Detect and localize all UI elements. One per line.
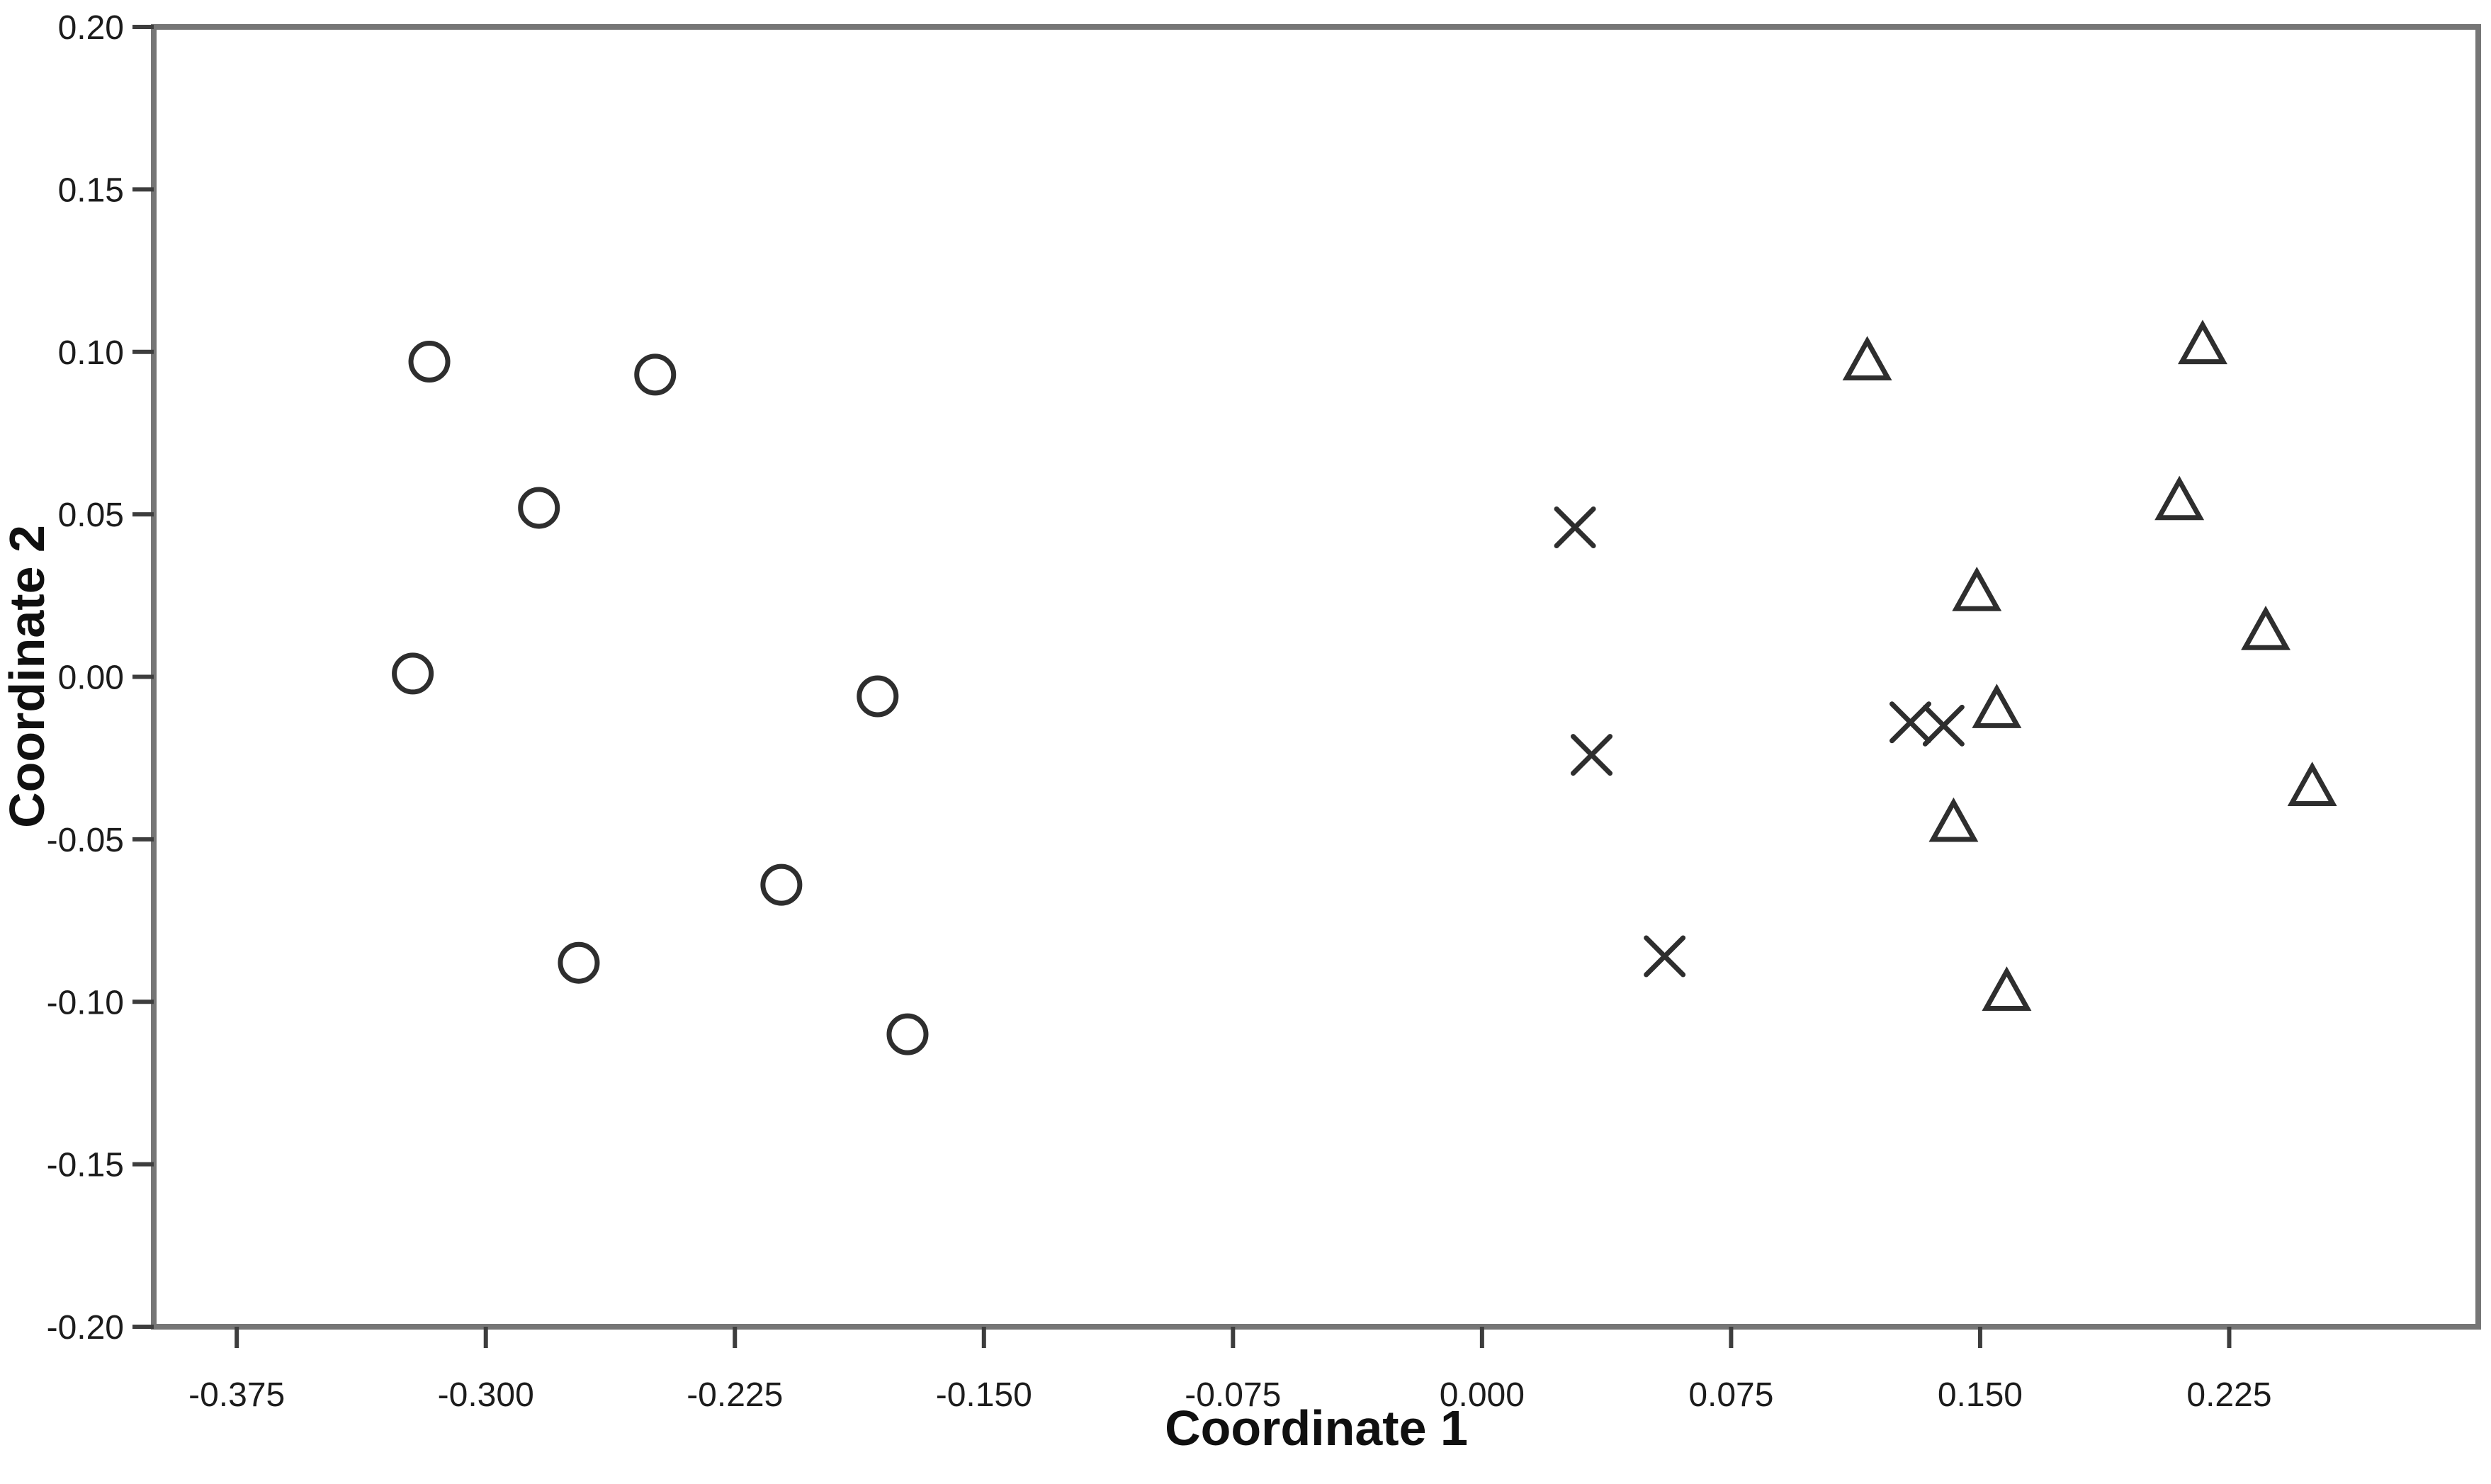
plot-area-frame bbox=[151, 24, 2481, 1330]
x-axis-title: Coordinate 1 bbox=[1165, 1400, 1468, 1456]
data-point-circle bbox=[760, 863, 803, 906]
data-point-x bbox=[1890, 701, 1931, 744]
data-point-circle bbox=[558, 941, 600, 984]
x-tick-label: -0.300 bbox=[438, 1376, 534, 1414]
data-point-triangle bbox=[2154, 475, 2205, 521]
x-tick-label: 0.000 bbox=[1440, 1376, 1525, 1414]
x-axis: -0.375 -0.300 -0.225 -0.150 -0.075 0.000 0.075… bbox=[188, 1327, 2272, 1414]
data-point-x bbox=[1922, 704, 1965, 747]
data-point-triangle bbox=[2178, 319, 2227, 365]
data-point-triangle bbox=[2287, 761, 2337, 806]
data-point-triangle bbox=[1928, 797, 1979, 842]
y-axis-title: Coordinate 2 bbox=[0, 525, 55, 828]
data-point-x bbox=[1644, 935, 1686, 978]
data-point-x bbox=[1554, 506, 1596, 548]
x-tick-label: -0.075 bbox=[1185, 1376, 1281, 1414]
y-tick-label: 0.00 bbox=[58, 659, 124, 697]
x-tick-label: -0.150 bbox=[936, 1376, 1032, 1414]
x-tick-label: 0.150 bbox=[1938, 1376, 2023, 1414]
y-tick-label: 0.05 bbox=[58, 497, 124, 534]
y-tick-label: -0.20 bbox=[47, 1309, 124, 1347]
data-point-circle bbox=[392, 652, 434, 695]
y-tick-label: 0.20 bbox=[58, 9, 124, 47]
scatter-points bbox=[392, 319, 2337, 1055]
data-point-circle bbox=[886, 1013, 929, 1055]
data-point-circle bbox=[408, 341, 451, 383]
data-point-x bbox=[1571, 734, 1613, 776]
data-point-triangle bbox=[1972, 684, 2022, 728]
x-tick-label: -0.225 bbox=[687, 1376, 783, 1414]
data-point-triangle bbox=[1982, 966, 2032, 1011]
y-axis: 0.20 0.15 0.10 0.05 0.00 -0.05 -0.10 -0.15 -0.20 bbox=[47, 9, 154, 1347]
y-tick-label: 0.15 bbox=[58, 171, 124, 209]
data-point-circle bbox=[857, 675, 899, 718]
x-tick-label: 0.225 bbox=[2186, 1376, 2271, 1414]
y-tick-label: 0.10 bbox=[58, 334, 124, 372]
y-tick-label: -0.15 bbox=[47, 1147, 124, 1184]
data-point-circle bbox=[518, 487, 560, 529]
y-tick-label: -0.05 bbox=[47, 822, 124, 859]
x-tick-label: 0.075 bbox=[1688, 1376, 1773, 1414]
data-point-circle bbox=[634, 353, 677, 396]
data-point-triangle bbox=[2241, 606, 2291, 650]
data-point-triangle bbox=[1952, 567, 2002, 611]
y-tick-label: -0.10 bbox=[47, 984, 124, 1021]
data-point-triangle bbox=[1842, 336, 1892, 381]
x-tick-label: -0.375 bbox=[188, 1376, 285, 1414]
